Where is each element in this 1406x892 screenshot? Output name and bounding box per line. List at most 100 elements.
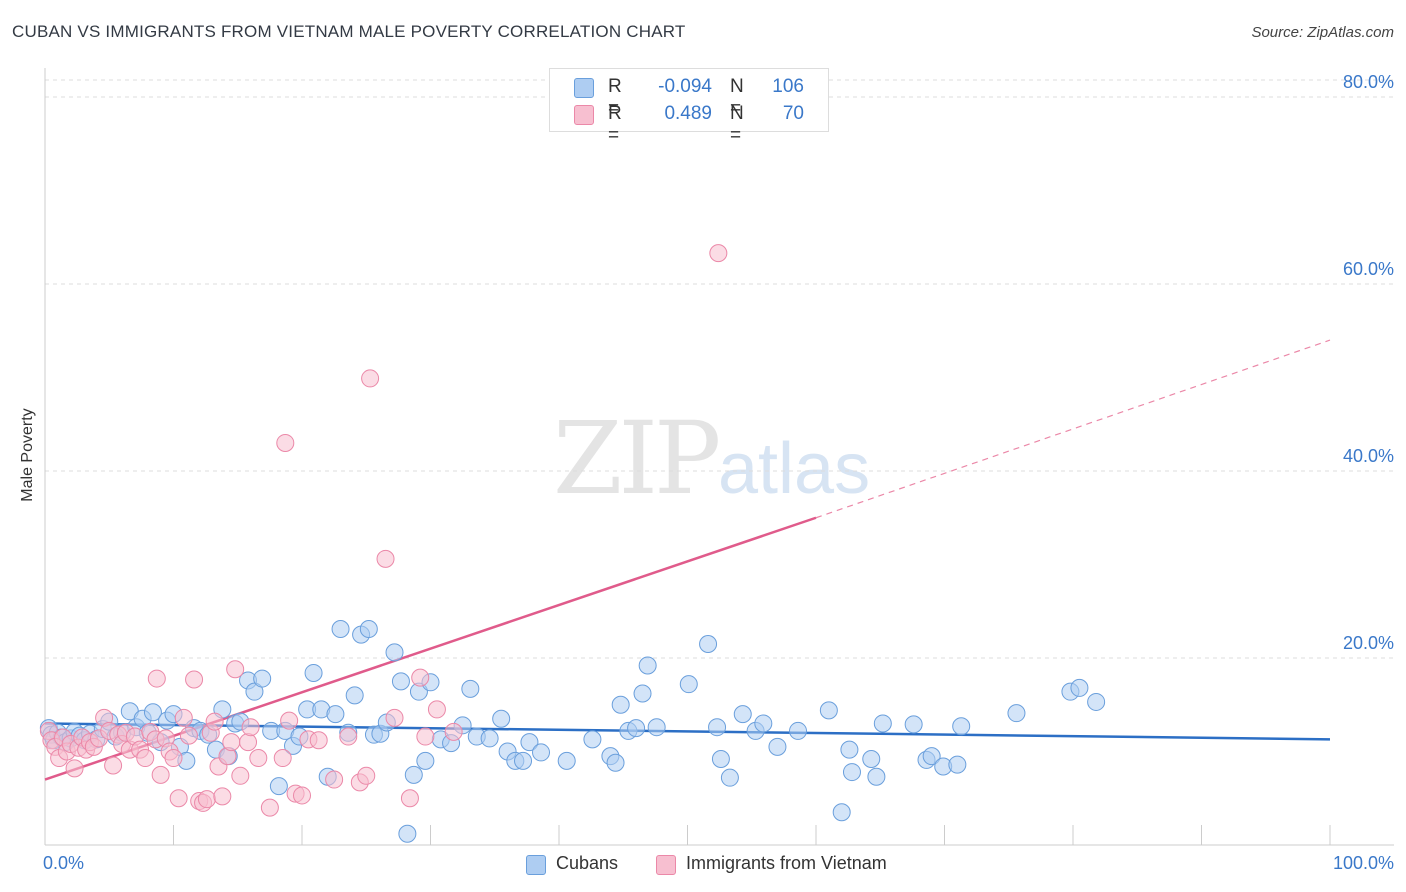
cubans-point: [1070, 678, 1089, 697]
cubans-point: [754, 714, 773, 733]
cubans-point: [331, 620, 350, 639]
bottom-legend-swatch-cubans: [526, 855, 546, 875]
cubans-point: [679, 675, 698, 694]
vietnam-point: [174, 708, 193, 727]
cubans-point: [633, 684, 652, 703]
vietnam-point: [339, 727, 358, 746]
cubans-point: [904, 715, 923, 734]
chart-source: Source: ZipAtlas.com: [1251, 24, 1394, 41]
vietnam-point: [197, 790, 216, 809]
vietnam-point: [709, 244, 728, 263]
vietnam-point: [280, 711, 299, 730]
cubans-point: [873, 714, 892, 733]
vietnam-point: [164, 749, 183, 768]
cubans-point: [862, 749, 881, 768]
legend-swatch-cubans: [574, 78, 594, 98]
legend-r-value: 0.489: [664, 103, 712, 124]
y-tick-label: 20.0%: [1343, 633, 1394, 653]
cubans-point: [922, 747, 941, 766]
vietnam-point: [411, 668, 430, 687]
cubans-point: [461, 679, 480, 698]
vietnam-point: [136, 749, 155, 768]
cubans-point: [733, 705, 752, 724]
legend-n-label: N =: [730, 103, 744, 146]
vietnam-point: [427, 700, 446, 719]
vietnam-point: [239, 733, 258, 752]
watermark-atlas: atlas: [718, 429, 871, 509]
cubans-point: [948, 755, 967, 774]
vietnam-point: [226, 660, 245, 679]
vietnam-point: [376, 549, 395, 568]
vietnam-point: [444, 722, 463, 741]
vietnam-point: [276, 433, 295, 452]
cubans-point: [789, 721, 808, 740]
cubans-point: [480, 729, 499, 748]
cubans-point: [416, 751, 435, 770]
legend-r-value: -0.094: [658, 76, 712, 97]
legend-r-label: R =: [608, 76, 622, 119]
vietnam-point: [357, 766, 376, 785]
y-tick-label: 80.0%: [1343, 72, 1394, 92]
vietnam-point: [249, 749, 268, 768]
cubans-point: [819, 701, 838, 720]
cubans-point: [391, 672, 410, 691]
cubans-point: [404, 765, 423, 784]
vietnam-point: [309, 731, 328, 750]
legend-n-value: 70: [782, 103, 804, 124]
y-tick-label: 60.0%: [1343, 259, 1394, 279]
legend-n-value: 106: [772, 76, 804, 97]
vietnam-point: [65, 759, 84, 778]
cubans-point: [304, 663, 323, 682]
cubans-point: [952, 717, 971, 736]
vietnam-point: [400, 789, 419, 808]
stats-legend: R = -0.094 N = 106 R = 0.489 N = 70: [549, 68, 829, 146]
y-axis-label: Male Poverty: [19, 408, 36, 502]
cubans-point: [1087, 692, 1106, 711]
vietnam-point: [385, 708, 404, 727]
cubans-point: [345, 686, 364, 705]
vietnam-point: [231, 766, 250, 785]
cubans-point: [627, 719, 646, 738]
vietnam-point: [361, 369, 380, 388]
cubans-point: [143, 703, 162, 722]
vietnam-point: [104, 756, 123, 775]
vietnam-point: [416, 727, 435, 746]
cubans-point: [638, 656, 657, 675]
vietnam-point: [293, 786, 311, 805]
vietnam-point: [151, 765, 170, 784]
cubans-point: [606, 753, 625, 772]
cubans-point: [842, 763, 861, 782]
tick-label-layer: 20.0% 40.0% 60.0% 80.0% 0.0% 100.0%: [43, 72, 1394, 873]
cubans-point: [768, 737, 787, 756]
vietnam-point: [222, 733, 241, 752]
chart-title: CUBAN VS IMMIGRANTS FROM VIETNAM MALE PO…: [12, 22, 686, 41]
bottom-legend-swatch-vietnam: [656, 855, 676, 875]
cubans-point: [398, 824, 417, 843]
y-tick-label: 40.0%: [1343, 446, 1394, 466]
vietnam-point: [147, 669, 166, 688]
x-tick-label: 0.0%: [43, 853, 84, 873]
vietnam-point: [213, 787, 232, 806]
cubans-point: [385, 643, 404, 662]
cubans-point: [832, 803, 851, 822]
vietnam-point: [241, 718, 260, 737]
vietnam-point: [179, 726, 198, 745]
axis-layer: [44, 68, 1394, 846]
cubans-point: [253, 669, 272, 688]
cubans-point: [720, 768, 739, 787]
vietnam-point: [169, 789, 188, 808]
vietnam-trendline-extension: [815, 339, 1331, 519]
vietnam-point: [273, 749, 292, 768]
cubans-point: [269, 777, 288, 796]
x-tick-label: 100.0%: [1333, 853, 1394, 873]
cubans-point: [711, 749, 730, 768]
bottom-legend-label-cubans: Cubans: [556, 853, 619, 873]
cubans-point: [532, 743, 551, 762]
cubans-point: [492, 709, 511, 728]
watermark-zip: ZIP: [553, 400, 721, 517]
points-layer: [39, 244, 1106, 843]
cubans-point: [1007, 704, 1026, 723]
grid-layer: [45, 79, 1394, 659]
cubans-point: [514, 751, 533, 770]
